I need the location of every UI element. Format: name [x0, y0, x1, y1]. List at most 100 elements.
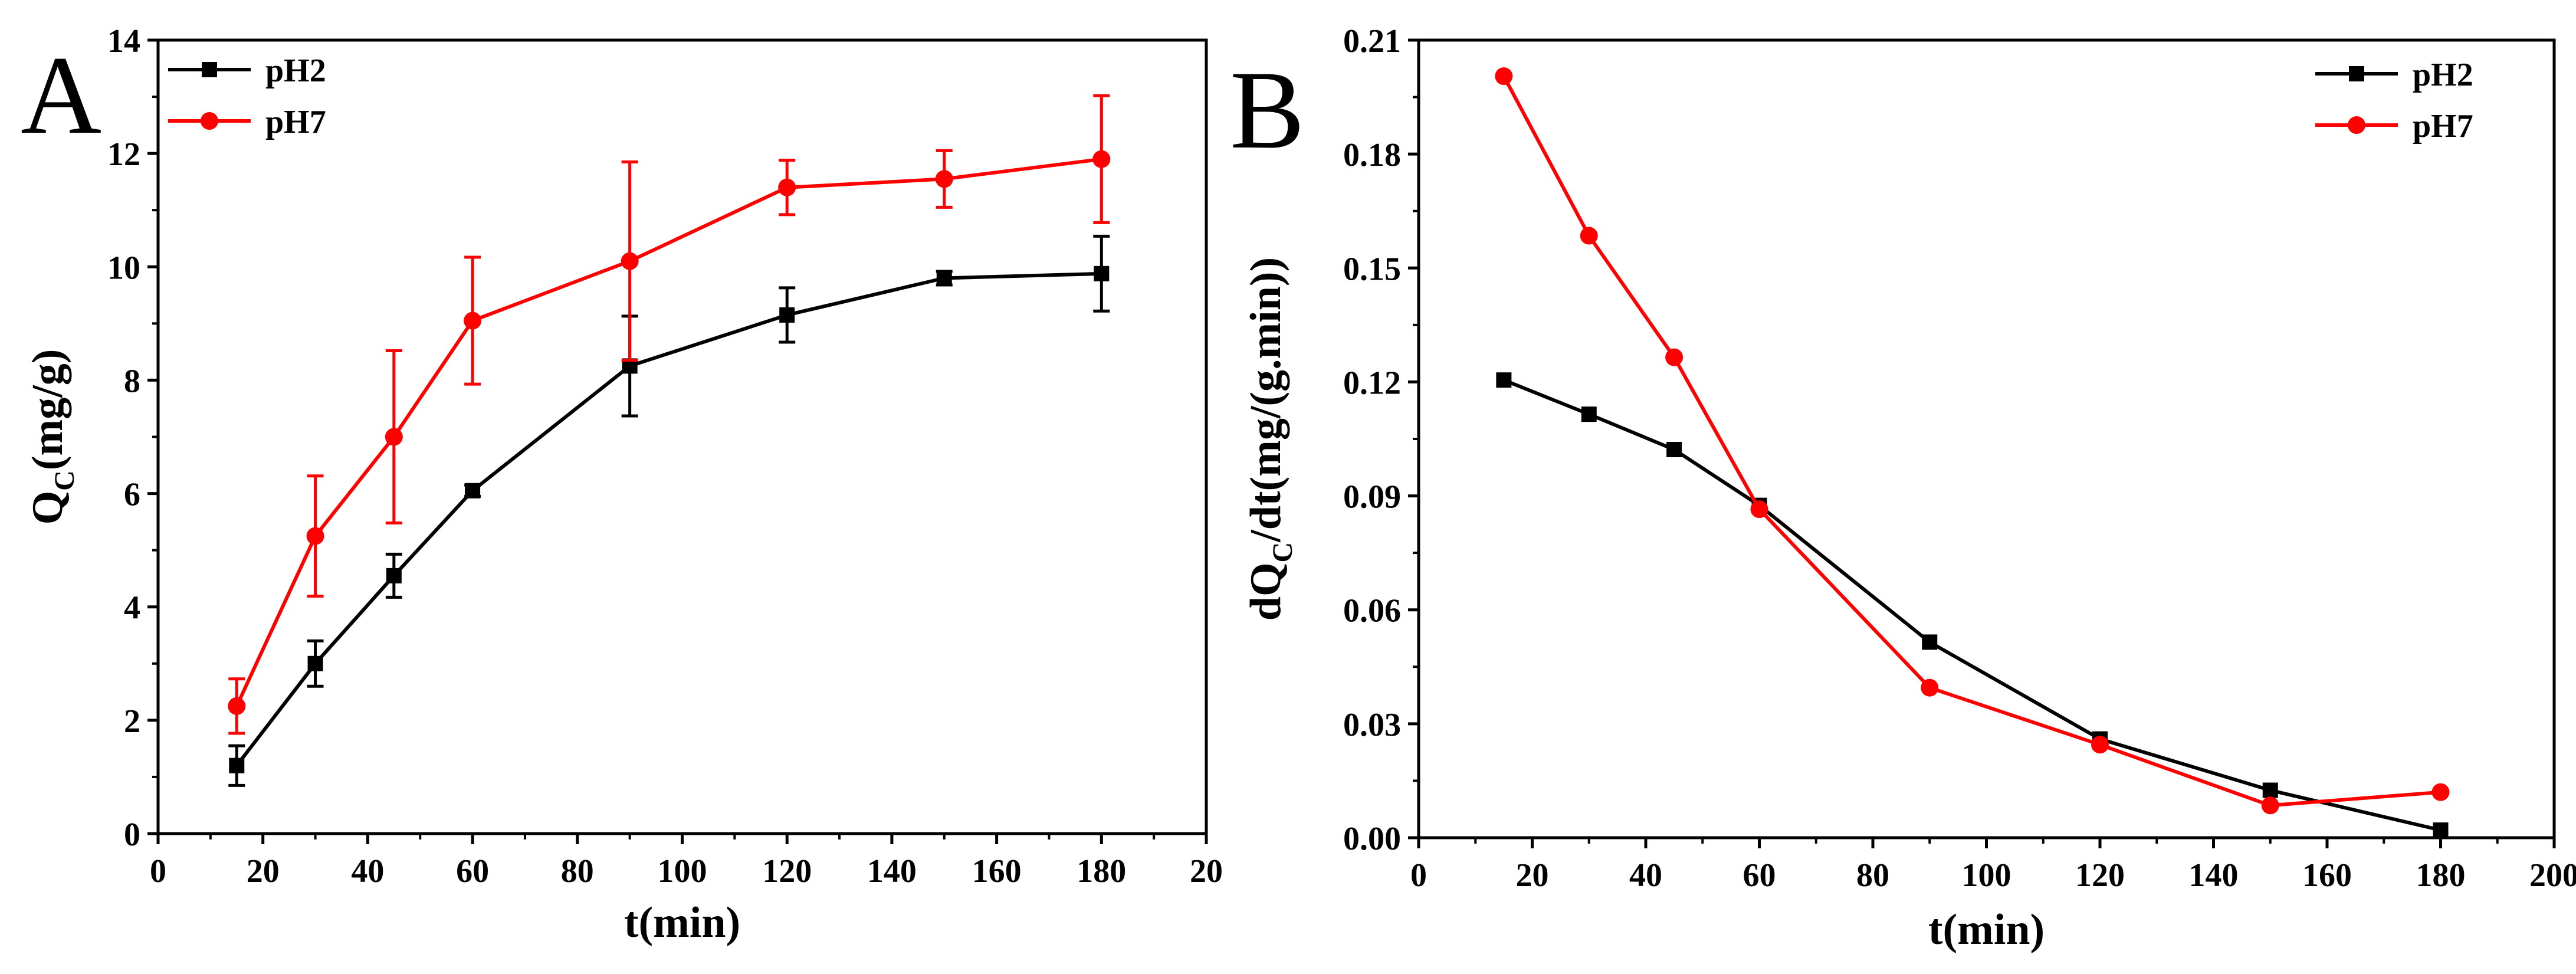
data-point [2091, 736, 2109, 754]
data-point [779, 307, 795, 323]
data-point [1750, 500, 1768, 519]
x-tick-label: 20 [1516, 857, 1549, 894]
chart-panel-b: 0 20 40 60 80 100 120 140 160 180 200 0.00 0.03 0.06 0… [1242, 23, 2576, 954]
y-tick-label: 2 [124, 703, 140, 740]
data-point [2433, 822, 2449, 838]
data-point [1092, 150, 1111, 168]
series-line [1502, 75, 2441, 808]
data-point [2262, 782, 2278, 798]
data-point [2261, 796, 2279, 815]
series-line [1503, 378, 2442, 832]
series-line [235, 271, 1102, 767]
x-tick-label: 40 [351, 853, 384, 890]
y-tick-label: 0.15 [1343, 251, 1401, 287]
data-point [1496, 372, 1512, 388]
data-point [229, 757, 245, 773]
y-axis-title-unit: /dt(mg/(g.min)) [1242, 257, 1290, 543]
data-point [228, 697, 246, 715]
x-tick-label: 40 [1629, 857, 1662, 894]
y-tick-label: 10 [107, 250, 140, 286]
y-axis-title-subscript: C [49, 470, 80, 491]
x-tick-label: 160 [972, 853, 1022, 890]
y-tick-label: 0 [124, 816, 140, 853]
data-point [778, 178, 796, 196]
y-axis-title: QC(mg/g) [24, 349, 80, 525]
legend-label: pH2 [2413, 57, 2473, 93]
data-point [1580, 227, 1598, 245]
x-tick-label: 100 [1962, 857, 2011, 894]
y-tick-label: 0.00 [1343, 821, 1401, 857]
panel-b-label: B [1230, 48, 1305, 172]
x-tick-label: 60 [1743, 857, 1776, 894]
y-tick-label: 8 [124, 363, 140, 399]
data-point [936, 270, 952, 286]
y-axis-title-main: Q [24, 491, 72, 525]
x-tick-label: 80 [561, 853, 594, 890]
chart-panel-a: 0 20 40 60 80 100 120 140 160 180 2002468101214t(m… [24, 23, 1223, 947]
legend-entry-ph7: pH7 [168, 104, 326, 140]
legend-marker [2349, 66, 2364, 81]
x-tick-label: 20 [1190, 853, 1223, 890]
panel-a-label: A [21, 34, 101, 158]
x-tick-label: 140 [867, 853, 917, 890]
y-tick-label: 0.03 [1343, 707, 1401, 743]
x-tick-label: 140 [2189, 857, 2239, 894]
y-tick-label: 14 [107, 23, 140, 60]
data-point [1495, 67, 1513, 86]
y-tick-label: 4 [124, 590, 140, 627]
y-axis-title-unit: (mg/g) [24, 349, 72, 471]
legend-label: pH7 [265, 104, 326, 140]
y-axis-title: dQC/dt(mg/(g.min)) [1242, 257, 1298, 621]
x-tick-label: 0 [150, 853, 166, 890]
x-tick-label: 60 [456, 853, 489, 890]
x-tick-label: 120 [762, 853, 812, 890]
data-point [385, 428, 403, 446]
series-ph2 [1496, 372, 2449, 838]
legend-entry-ph2: pH2 [168, 53, 326, 89]
x-tick-label: 100 [658, 853, 707, 890]
legend-label: pH2 [265, 53, 326, 89]
data-point [386, 568, 402, 583]
data-point [2431, 783, 2450, 801]
x-tick-label: 120 [2075, 857, 2125, 894]
legend-label: pH7 [2413, 108, 2473, 145]
x-tick-label: 160 [2302, 857, 2352, 894]
y-tick-label: 0.06 [1343, 593, 1401, 629]
series-line [235, 157, 1102, 707]
y-tick-label: 0.18 [1343, 137, 1401, 173]
data-point [1921, 678, 1939, 697]
data-point [1581, 406, 1597, 422]
data-point [935, 170, 953, 188]
data-point [1094, 265, 1110, 281]
data-point [1666, 442, 1682, 458]
data-point [307, 655, 323, 671]
data-point [465, 483, 481, 499]
y-tick-label: 0.21 [1343, 23, 1401, 60]
y-tick-label: 6 [124, 477, 140, 513]
x-tick-label: 20 [247, 853, 280, 890]
y-tick-label: 0.12 [1343, 365, 1401, 401]
x-tick-label: 180 [2416, 857, 2466, 894]
y-axis-title-main: dQ [1242, 562, 1290, 621]
legend-marker [2348, 116, 2365, 134]
series-ph7 [228, 94, 1111, 735]
data-point [306, 527, 324, 545]
legend-entry-ph2: pH2 [2315, 57, 2473, 93]
y-axis-title-subscript: C [1267, 542, 1298, 563]
x-axis-title: t(min) [624, 898, 740, 947]
y-tick-label: 0.09 [1343, 479, 1401, 516]
x-tick-label: 80 [1856, 857, 1889, 894]
y-tick-label: 12 [107, 136, 140, 173]
data-point [464, 311, 482, 330]
legend-entry-ph7: pH7 [2315, 108, 2473, 145]
x-axis-title: t(min) [1928, 906, 2045, 954]
x-tick-label: 180 [1077, 853, 1126, 890]
legend-marker [201, 112, 218, 130]
series-ph7 [1495, 67, 2450, 815]
x-tick-label: 0 [1410, 857, 1427, 894]
data-point [621, 252, 639, 270]
x-tick-label: 200 [2529, 857, 2576, 894]
data-point [1922, 634, 1938, 650]
data-point [1665, 348, 1684, 366]
